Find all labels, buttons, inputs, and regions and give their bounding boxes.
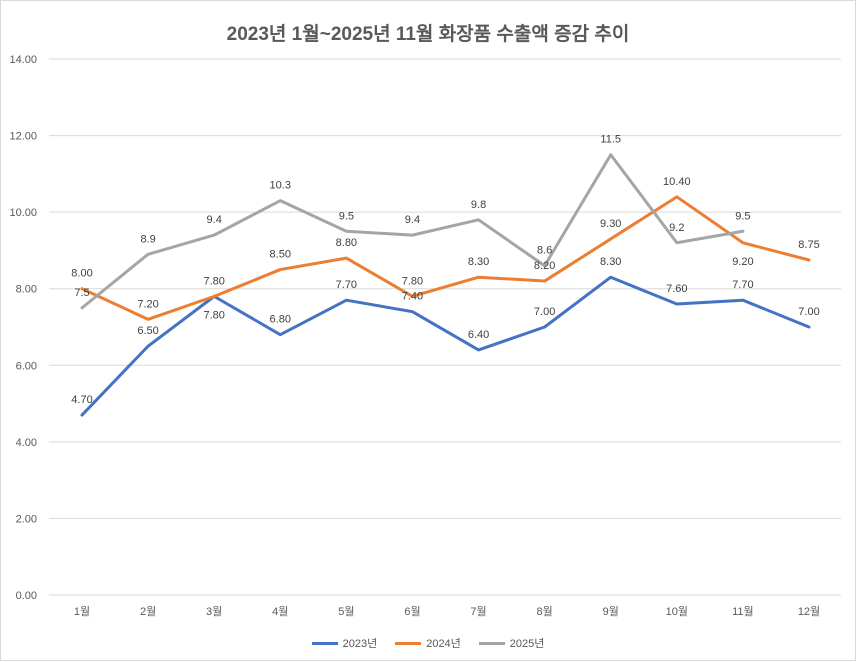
series-line-1	[80, 195, 811, 321]
y-tick-label: 6.00	[16, 360, 37, 372]
data-label: 7.70	[336, 279, 357, 291]
legend-swatch	[311, 641, 338, 645]
data-label: 9.2	[669, 222, 684, 234]
x-tick-label: 3월	[206, 605, 222, 618]
y-tick-label: 14.00	[9, 54, 37, 66]
y-tick-label: 4.00	[16, 437, 37, 449]
data-label: 9.20	[732, 256, 753, 268]
data-label: 9.5	[339, 210, 354, 222]
data-label: 7.00	[534, 306, 555, 318]
y-tick-label: 2.00	[16, 513, 37, 525]
x-tick-label: 9월	[603, 605, 619, 618]
data-label: 7.70	[732, 279, 753, 291]
x-tick-label: 12월	[798, 605, 820, 618]
legend-item-2024: 2024년	[395, 635, 461, 651]
data-label: 8.9	[140, 233, 155, 245]
chart-title: 2023년 1월~2025년 11월 화장품 수출액 증감 추이	[226, 24, 630, 45]
data-label: 7.80	[203, 309, 224, 321]
data-label: 4.70	[71, 394, 92, 406]
legend-item-2025: 2025년	[478, 635, 545, 651]
data-label: 9.8	[471, 199, 486, 211]
legend-label: 2024년	[426, 638, 461, 650]
data-label: 9.5	[735, 210, 750, 222]
y-tick-label: 12.00	[9, 131, 37, 143]
data-label: 10.40	[663, 176, 691, 188]
data-label: 8.00	[71, 268, 92, 280]
y-tick-label: 0.00	[16, 590, 37, 602]
legend-swatch	[478, 641, 505, 645]
x-tick-label: 6월	[404, 605, 420, 618]
x-tick-label: 5월	[338, 605, 354, 618]
x-tick-label: 8월	[537, 605, 553, 618]
data-label: 6.40	[468, 329, 489, 341]
data-label: 7.5	[74, 287, 89, 299]
data-label: 9.4	[405, 214, 420, 226]
data-label: 10.3	[270, 180, 291, 192]
data-label: 8.30	[468, 256, 489, 268]
data-label: 6.50	[137, 325, 158, 337]
y-tick-label: 10.00	[9, 207, 37, 219]
data-label: 9.30	[600, 218, 621, 230]
data-label: 8.30	[600, 256, 621, 268]
data-label: 6.80	[270, 314, 291, 326]
x-tick-label: 10월	[666, 605, 688, 618]
data-label: 7.60	[666, 283, 687, 295]
series-line-0	[80, 275, 811, 417]
x-tick-label: 11월	[732, 605, 754, 618]
data-label: 8.80	[336, 237, 357, 249]
data-label: 7.20	[137, 298, 158, 310]
legend-swatch	[395, 641, 422, 645]
data-label: 7.00	[798, 306, 819, 318]
data-label: 8.50	[270, 249, 291, 261]
data-label: 7.80	[402, 275, 423, 287]
data-label: 9.4	[207, 214, 222, 226]
x-tick-label: 1월	[74, 605, 90, 618]
data-label: 11.5	[600, 134, 621, 146]
y-tick-label: 8.00	[16, 284, 37, 296]
data-label: 7.40	[402, 291, 423, 303]
x-tick-label: 2월	[140, 605, 156, 618]
data-label: 8.6	[537, 245, 552, 257]
x-tick-label: 7월	[470, 605, 486, 618]
data-label: 8.75	[798, 239, 819, 251]
data-label: 8.20	[534, 260, 555, 272]
data-label: 7.80	[203, 275, 224, 287]
legend: 2023년 2024년 2025년	[1, 635, 855, 651]
series-line-2	[80, 153, 745, 310]
legend-label: 2023년	[342, 638, 378, 650]
x-tick-label: 4월	[272, 605, 288, 618]
legend-label: 2025년	[509, 638, 545, 650]
legend-item-2023: 2023년	[311, 635, 378, 651]
